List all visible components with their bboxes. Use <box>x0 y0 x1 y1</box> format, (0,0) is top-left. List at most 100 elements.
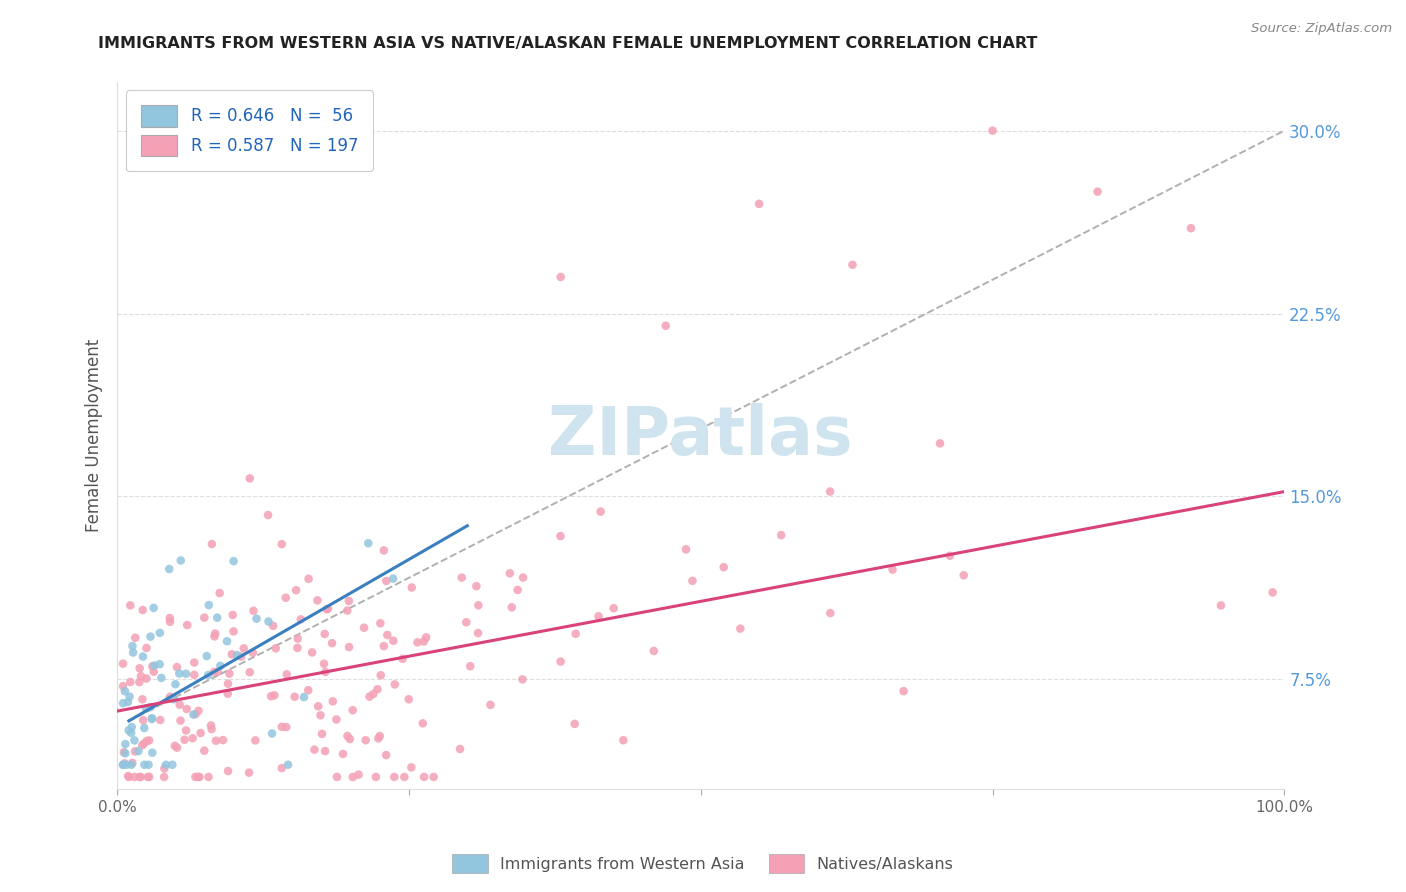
Point <box>132 737 155 751</box>
Point <box>285 583 308 598</box>
Point <box>312 657 335 671</box>
Point <box>654 318 676 333</box>
Point <box>132 649 155 664</box>
Point <box>818 484 841 499</box>
Text: ZIPatlas: ZIPatlas <box>548 402 853 468</box>
Point <box>114 747 136 761</box>
Point <box>366 682 388 697</box>
Point <box>195 649 218 664</box>
Point <box>342 770 364 784</box>
Point <box>193 744 215 758</box>
Point <box>120 675 142 690</box>
Point <box>163 739 186 753</box>
Point <box>139 700 162 714</box>
Point <box>205 733 228 747</box>
Point <box>217 677 239 691</box>
Legend: Immigrants from Western Asia, Natives/Alaskans: Immigrants from Western Asia, Natives/Al… <box>446 847 960 880</box>
Point <box>111 696 134 710</box>
Point <box>149 713 172 727</box>
Point <box>322 694 344 708</box>
Point <box>262 619 284 633</box>
Text: Source: ZipAtlas.com: Source: ZipAtlas.com <box>1251 22 1392 36</box>
Point <box>141 746 163 760</box>
Point <box>550 529 572 543</box>
Point <box>361 687 384 701</box>
Point <box>384 677 406 691</box>
Point <box>120 599 142 613</box>
Point <box>124 744 146 758</box>
Point <box>359 690 381 704</box>
Point <box>274 591 297 605</box>
Point <box>370 668 392 682</box>
Point <box>401 760 423 774</box>
Point <box>375 748 398 763</box>
Point <box>245 612 267 626</box>
Point <box>124 770 146 784</box>
Point <box>124 733 146 747</box>
Point <box>382 770 405 784</box>
Point <box>602 601 624 615</box>
Point <box>217 764 239 778</box>
Point <box>197 668 219 682</box>
Point <box>124 631 146 645</box>
Point <box>229 649 252 664</box>
Point <box>135 701 157 715</box>
Point <box>187 770 209 784</box>
Point <box>242 604 264 618</box>
Point <box>326 770 349 784</box>
Point <box>120 726 142 740</box>
Point <box>479 698 502 712</box>
Point <box>183 656 205 670</box>
Point <box>337 594 360 608</box>
Point <box>506 582 529 597</box>
Point <box>159 690 181 704</box>
Point <box>117 769 139 783</box>
Point <box>412 716 434 731</box>
Point <box>121 720 143 734</box>
Point <box>391 652 413 666</box>
Point <box>450 571 472 585</box>
Point <box>512 673 534 687</box>
Point <box>118 723 141 738</box>
Point <box>222 607 245 622</box>
Point <box>193 610 215 624</box>
Point <box>128 661 150 675</box>
Point <box>314 744 336 758</box>
Point <box>770 528 793 542</box>
Point <box>112 745 135 759</box>
Point <box>270 537 292 551</box>
Point <box>141 659 163 673</box>
Point <box>307 699 329 714</box>
Point <box>159 615 181 629</box>
Point <box>200 722 222 736</box>
Point <box>142 600 165 615</box>
Point <box>276 720 298 734</box>
Point <box>406 635 429 649</box>
Point <box>367 731 389 746</box>
Point <box>143 658 166 673</box>
Point <box>139 630 162 644</box>
Point <box>422 770 444 784</box>
Point <box>207 665 229 679</box>
Point <box>134 721 156 735</box>
Y-axis label: Female Unemployment: Female Unemployment <box>86 339 103 533</box>
Point <box>212 733 235 747</box>
Point <box>169 666 191 681</box>
Point <box>114 737 136 751</box>
Point <box>131 739 153 753</box>
Point <box>415 631 437 645</box>
Point <box>217 687 239 701</box>
Point <box>169 698 191 712</box>
Point <box>131 692 153 706</box>
Point <box>1087 185 1109 199</box>
Point <box>382 633 405 648</box>
Point <box>264 641 287 656</box>
Point <box>188 770 211 784</box>
Point <box>730 622 752 636</box>
Point <box>550 655 572 669</box>
Point <box>222 554 245 568</box>
Point <box>382 572 405 586</box>
Point <box>162 757 184 772</box>
Point <box>1261 585 1284 599</box>
Point <box>820 606 842 620</box>
